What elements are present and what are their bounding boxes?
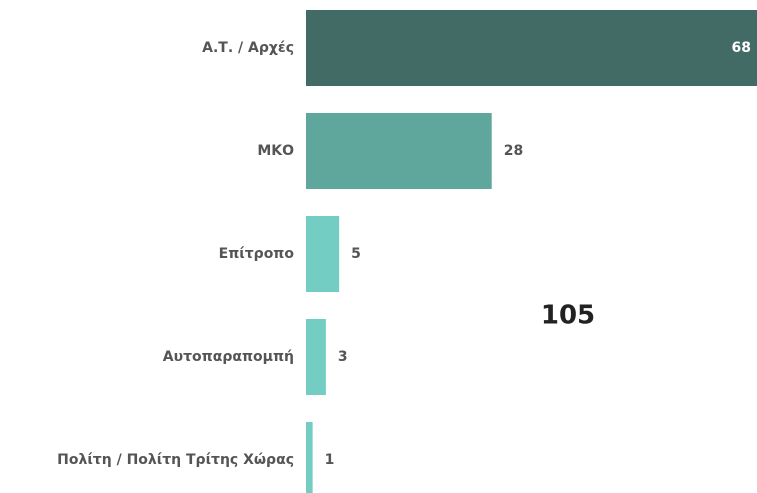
value-label: 3 <box>338 349 348 365</box>
y-tick-label: Α.Τ. / Αρχές <box>202 40 294 56</box>
value-label: 5 <box>351 246 361 262</box>
y-tick-label: ΜΚΟ <box>257 143 294 159</box>
y-tick-label: Επίτροπο <box>219 246 295 262</box>
bar <box>306 422 313 493</box>
value-label: 1 <box>325 452 335 468</box>
bar <box>306 113 492 189</box>
value-label: 28 <box>504 143 523 159</box>
bar <box>306 216 340 292</box>
bar <box>306 319 326 395</box>
value-label: 68 <box>732 40 751 56</box>
total-annotation: 105 <box>541 301 595 331</box>
y-tick-label: Πολίτη / Πολίτη Τρίτης Χώρας <box>57 452 294 468</box>
bar <box>306 10 757 86</box>
y-tick-label: Αυτοπαραπομπή <box>163 349 294 365</box>
